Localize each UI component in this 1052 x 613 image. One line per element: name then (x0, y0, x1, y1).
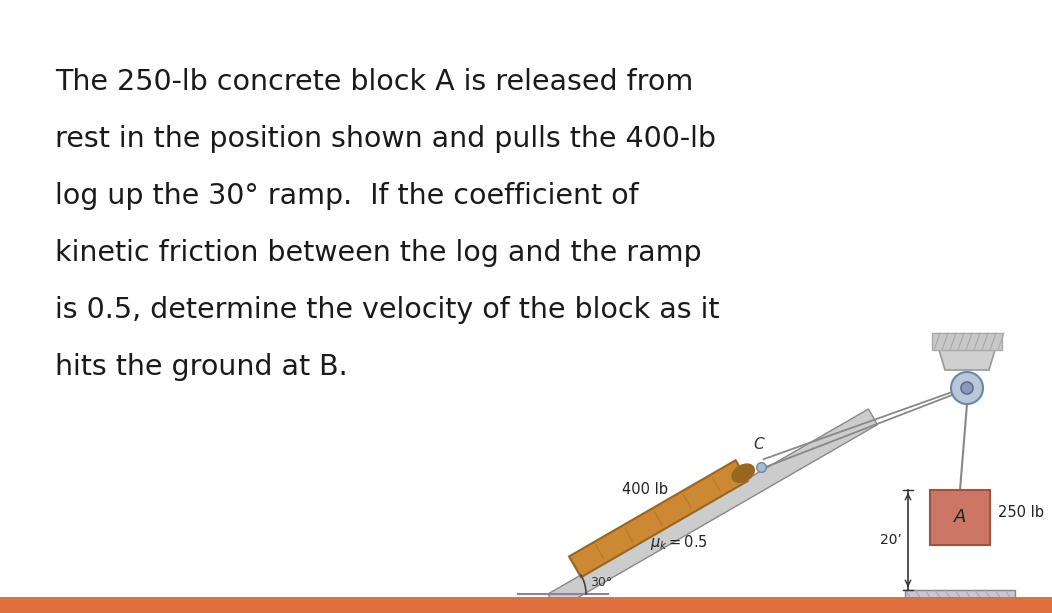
Circle shape (960, 382, 973, 394)
Bar (932, 333, 1002, 350)
Ellipse shape (732, 464, 754, 482)
Text: hits the ground at B.: hits the ground at B. (55, 353, 348, 381)
Text: 20’: 20’ (881, 533, 902, 547)
Text: 30°: 30° (590, 576, 612, 588)
Text: The 250-lb concrete block A is released from: The 250-lb concrete block A is released … (55, 68, 693, 96)
Bar (905, 590, 1015, 602)
Bar (0, 597, 1052, 613)
Text: C: C (753, 437, 764, 452)
Polygon shape (569, 460, 748, 577)
Text: A: A (954, 509, 966, 527)
Text: $\mu_k = 0.5$: $\mu_k = 0.5$ (650, 533, 708, 552)
Circle shape (951, 372, 983, 404)
Text: is 0.5, determine the velocity of the block as it: is 0.5, determine the velocity of the bl… (55, 296, 720, 324)
Text: log up the 30° ramp.  If the coefficient of: log up the 30° ramp. If the coefficient … (55, 182, 639, 210)
Text: rest in the position shown and pulls the 400-lb: rest in the position shown and pulls the… (55, 125, 716, 153)
Text: kinetic friction between the log and the ramp: kinetic friction between the log and the… (55, 239, 702, 267)
Text: 400 lb: 400 lb (622, 482, 668, 497)
Polygon shape (548, 409, 877, 609)
Bar (930, 490, 990, 545)
Text: 250 lb: 250 lb (998, 505, 1044, 520)
Polygon shape (939, 350, 995, 370)
